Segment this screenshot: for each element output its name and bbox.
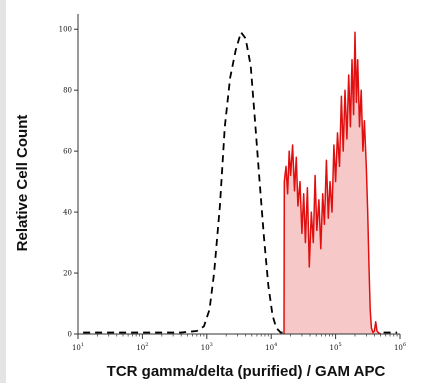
x-tick-label: 105 xyxy=(330,342,342,352)
x-tick-label: 104 xyxy=(265,342,277,352)
axes xyxy=(77,14,400,335)
y-tick-label: 0 xyxy=(68,331,72,339)
series-0-line xyxy=(83,31,398,334)
x-axis-label: TCR gamma/delta (purified) / GAM APC xyxy=(107,363,386,380)
left-edge-rule xyxy=(0,0,6,383)
series-1-fill xyxy=(284,32,381,335)
tick-marks: 0 20 40 60 80 100 101 102 103 104 105 106 xyxy=(59,26,406,352)
series-1-line xyxy=(283,31,382,335)
x-tick-label: 102 xyxy=(136,342,148,352)
y-tick-label: 20 xyxy=(63,270,72,278)
y-tick-label: 100 xyxy=(59,26,72,34)
plot-area xyxy=(83,31,398,335)
y-tick-label: 80 xyxy=(63,87,72,95)
x-tick-label: 106 xyxy=(394,342,406,352)
y-tick-label: 60 xyxy=(63,148,72,156)
x-tick-label: 103 xyxy=(201,342,213,352)
y-tick-label: 40 xyxy=(63,209,72,217)
y-axis-label: Relative Cell Count xyxy=(14,115,31,252)
x-tick-label: 101 xyxy=(72,342,84,352)
